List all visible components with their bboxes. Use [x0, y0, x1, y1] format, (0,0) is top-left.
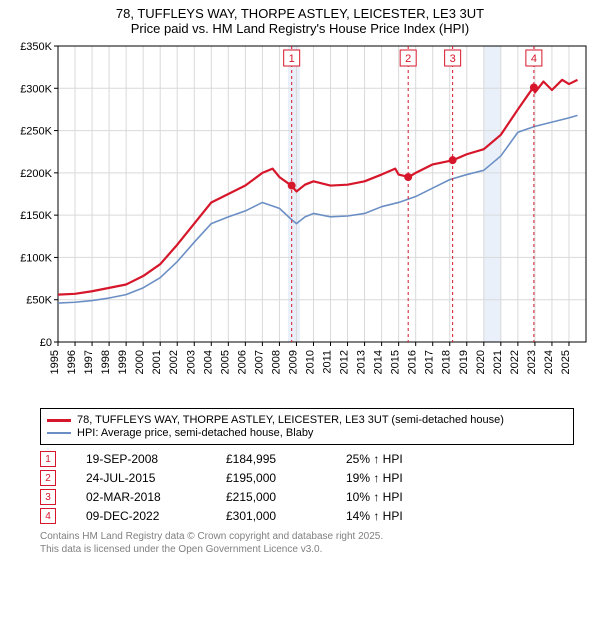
svg-text:2019: 2019	[458, 350, 470, 374]
transaction-date: 02-MAR-2018	[86, 490, 226, 504]
svg-text:£150K: £150K	[20, 210, 52, 222]
chart-container: 78, TUFFLEYS WAY, THORPE ASTLEY, LEICEST…	[0, 0, 600, 556]
title-address: 78, TUFFLEYS WAY, THORPE ASTLEY, LEICEST…	[0, 6, 600, 21]
svg-text:2022: 2022	[509, 350, 521, 374]
svg-text:2018: 2018	[441, 350, 453, 374]
transaction-marker-icon: 4	[40, 508, 56, 524]
transaction-marker-icon: 1	[40, 451, 56, 467]
legend-row-property: 78, TUFFLEYS WAY, THORPE ASTLEY, LEICEST…	[47, 414, 567, 426]
transaction-date: 24-JUL-2015	[86, 471, 226, 485]
legend-swatch-property	[47, 419, 71, 422]
svg-text:1995: 1995	[49, 350, 61, 374]
svg-text:2025: 2025	[560, 350, 572, 374]
transactions-table: 1 19-SEP-2008 £184,995 25% ↑ HPI 2 24-JU…	[40, 451, 590, 524]
transaction-date: 09-DEC-2022	[86, 509, 226, 523]
footnote-line: Contains HM Land Registry data © Crown c…	[40, 530, 590, 543]
svg-text:2012: 2012	[339, 350, 351, 374]
svg-text:2006: 2006	[236, 350, 248, 374]
footnote-line: This data is licensed under the Open Gov…	[40, 543, 590, 556]
svg-text:2000: 2000	[134, 350, 146, 374]
svg-text:2007: 2007	[253, 350, 265, 374]
title-block: 78, TUFFLEYS WAY, THORPE ASTLEY, LEICEST…	[0, 0, 600, 40]
svg-text:2015: 2015	[390, 350, 402, 374]
svg-text:£350K: £350K	[20, 41, 52, 53]
transaction-price: £301,000	[226, 509, 346, 523]
transaction-price: £195,000	[226, 471, 346, 485]
legend-row-hpi: HPI: Average price, semi-detached house,…	[47, 427, 567, 439]
table-row: 3 02-MAR-2018 £215,000 10% ↑ HPI	[40, 489, 590, 505]
svg-text:2013: 2013	[356, 350, 368, 374]
transaction-hpi: 25% ↑ HPI	[346, 452, 466, 466]
svg-text:2004: 2004	[202, 350, 214, 374]
svg-text:1997: 1997	[83, 350, 95, 374]
legend: 78, TUFFLEYS WAY, THORPE ASTLEY, LEICEST…	[40, 408, 574, 445]
table-row: 1 19-SEP-2008 £184,995 25% ↑ HPI	[40, 451, 590, 467]
table-row: 4 09-DEC-2022 £301,000 14% ↑ HPI	[40, 508, 590, 524]
svg-text:£0: £0	[40, 337, 52, 349]
title-subtitle: Price paid vs. HM Land Registry's House …	[0, 21, 600, 36]
transaction-date: 19-SEP-2008	[86, 452, 226, 466]
chart-svg: £0 £50K £100K £150K £200K £250K £300K £350K 1995…	[10, 40, 590, 400]
svg-text:2: 2	[405, 53, 411, 65]
transaction-price: £184,995	[226, 452, 346, 466]
transaction-hpi: 10% ↑ HPI	[346, 490, 466, 504]
legend-label-property: 78, TUFFLEYS WAY, THORPE ASTLEY, LEICEST…	[77, 414, 504, 426]
svg-text:£250K: £250K	[20, 126, 52, 138]
transaction-hpi: 14% ↑ HPI	[346, 509, 466, 523]
svg-text:2011: 2011	[322, 350, 334, 374]
svg-text:4: 4	[531, 53, 537, 65]
svg-text:2014: 2014	[373, 350, 385, 374]
svg-text:1: 1	[289, 53, 295, 65]
svg-text:1998: 1998	[100, 350, 112, 374]
svg-text:2009: 2009	[287, 350, 299, 374]
svg-text:1996: 1996	[66, 350, 78, 374]
svg-text:1999: 1999	[117, 350, 129, 374]
svg-text:2002: 2002	[168, 350, 180, 374]
svg-text:2016: 2016	[407, 350, 419, 374]
svg-text:2005: 2005	[219, 350, 231, 374]
svg-text:£50K: £50K	[26, 295, 52, 307]
svg-text:£100K: £100K	[20, 252, 52, 264]
svg-text:2001: 2001	[151, 350, 163, 374]
svg-text:£200K: £200K	[20, 168, 52, 180]
transaction-price: £215,000	[226, 490, 346, 504]
table-row: 2 24-JUL-2015 £195,000 19% ↑ HPI	[40, 470, 590, 486]
svg-text:2017: 2017	[424, 350, 436, 374]
footnote: Contains HM Land Registry data © Crown c…	[40, 530, 590, 556]
transaction-marker-icon: 3	[40, 489, 56, 505]
svg-text:2003: 2003	[185, 350, 197, 374]
transaction-hpi: 19% ↑ HPI	[346, 471, 466, 485]
svg-text:2024: 2024	[543, 350, 555, 374]
legend-label-hpi: HPI: Average price, semi-detached house,…	[77, 427, 313, 439]
svg-text:2020: 2020	[475, 350, 487, 374]
svg-text:2008: 2008	[270, 350, 282, 374]
svg-text:2021: 2021	[492, 350, 504, 374]
svg-text:2010: 2010	[304, 350, 316, 374]
svg-text:£300K: £300K	[20, 83, 52, 95]
svg-text:3: 3	[450, 53, 456, 65]
svg-text:2023: 2023	[526, 350, 538, 374]
legend-swatch-hpi	[47, 432, 71, 434]
transaction-marker-icon: 2	[40, 470, 56, 486]
chart: £0 £50K £100K £150K £200K £250K £300K £350K 1995…	[10, 40, 590, 400]
